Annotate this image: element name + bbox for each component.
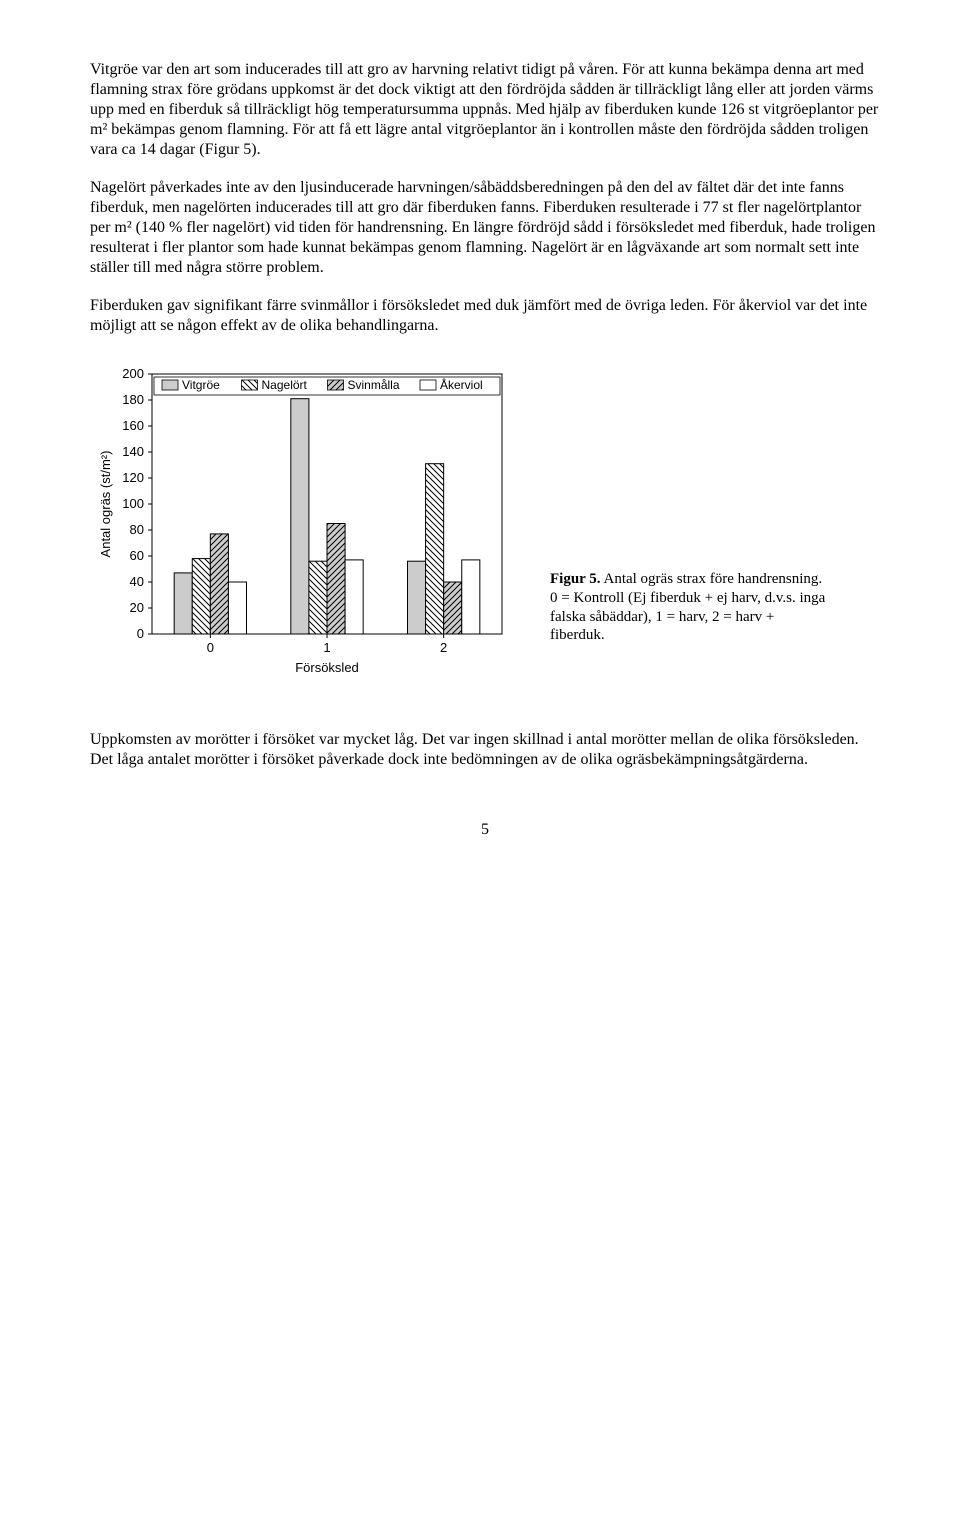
svg-text:Åkerviol: Åkerviol	[440, 377, 483, 392]
paragraph-1: Vitgröe var den art som inducerades till…	[90, 60, 880, 160]
svg-text:200: 200	[122, 366, 144, 381]
svg-text:180: 180	[122, 392, 144, 407]
svg-text:Nagelört: Nagelört	[262, 378, 308, 392]
paragraph-4: Uppkomsten av morötter i försöket var my…	[90, 730, 880, 770]
figure-5-block: 020406080100120140160180200Antal ogräs (…	[90, 354, 880, 700]
svg-text:40: 40	[130, 574, 144, 589]
paragraph-2: Nagelört påverkades inte av den ljusindu…	[90, 178, 880, 278]
svg-text:160: 160	[122, 418, 144, 433]
svg-text:140: 140	[122, 444, 144, 459]
svg-text:2: 2	[440, 640, 447, 655]
svg-text:Försöksled: Försöksled	[295, 660, 359, 675]
figure-5-caption-label: Figur 5.	[550, 571, 601, 587]
svg-text:Vitgröe: Vitgröe	[182, 378, 220, 392]
svg-text:20: 20	[130, 600, 144, 615]
svg-text:0: 0	[137, 626, 144, 641]
svg-text:100: 100	[122, 496, 144, 511]
svg-text:Antal ogräs (st/m²): Antal ogräs (st/m²)	[98, 451, 113, 558]
page-number: 5	[90, 820, 880, 840]
figure-5-caption: Figur 5. Antal ogräs strax före handrens…	[550, 570, 830, 645]
svg-text:80: 80	[130, 522, 144, 537]
svg-text:60: 60	[130, 548, 144, 563]
svg-text:120: 120	[122, 470, 144, 485]
svg-text:0: 0	[207, 640, 214, 655]
figure-5-chart: 020406080100120140160180200Antal ogräs (…	[90, 354, 520, 700]
svg-text:Svinmålla: Svinmålla	[348, 378, 400, 392]
svg-text:1: 1	[323, 640, 330, 655]
paragraph-3: Fiberduken gav signifikant färre svinmål…	[90, 296, 880, 336]
